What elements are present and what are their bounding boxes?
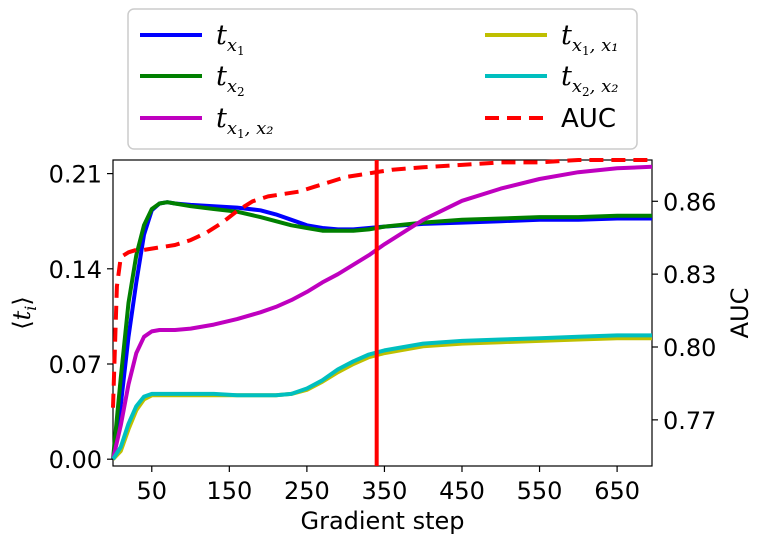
legend-frame	[127, 8, 638, 150]
y-tick-label-right-3: 0.86	[663, 188, 716, 216]
y-tick-label-right-0: 0.77	[663, 407, 716, 435]
x-tick-label-6: 650	[594, 477, 640, 505]
y-tick-label-right-1: 0.80	[663, 334, 716, 362]
series-line-5	[111, 158, 652, 408]
series-line-1	[111, 200, 652, 460]
y-tick-label-left-1: 0.07	[49, 351, 102, 379]
legend-label-5: AUC	[561, 104, 616, 134]
legend-label-1: tx2	[216, 61, 245, 99]
legend-label-2: tx1, x₂	[216, 103, 273, 141]
y-tick-label-right-2: 0.83	[663, 261, 716, 289]
legend-label-3: tx1, x₁	[561, 20, 618, 58]
legend-label-4: tx2, x₂	[561, 61, 618, 99]
series-line-0	[111, 200, 652, 460]
y-axis-title-left: ⟨ti⟩	[8, 296, 40, 330]
series-line-4	[111, 333, 652, 461]
y-axis-title-right: AUC	[726, 288, 754, 339]
y-tick-label-left-0: 0.00	[49, 446, 102, 474]
y-tick-label-left-3: 0.21	[49, 161, 102, 189]
x-axis-title: Gradient step	[300, 507, 464, 535]
plot-frame	[112, 159, 653, 467]
plot-area: 50 150 250 350 450 550 650 0.00 0.07 0.14 0.21 0.…	[49, 158, 716, 505]
x-tick-label-1: 150	[206, 477, 252, 505]
series-line-2	[111, 164, 653, 460]
x-tick-label-5: 550	[517, 477, 563, 505]
series-line-3	[111, 336, 652, 461]
legend-label-0: tx1	[216, 20, 245, 58]
x-tick-label-3: 350	[362, 477, 408, 505]
x-tick-label-0: 50	[137, 477, 168, 505]
x-tick-label-4: 450	[439, 477, 485, 505]
x-tick-label-2: 250	[284, 477, 330, 505]
y-tick-label-left-2: 0.14	[49, 256, 102, 284]
